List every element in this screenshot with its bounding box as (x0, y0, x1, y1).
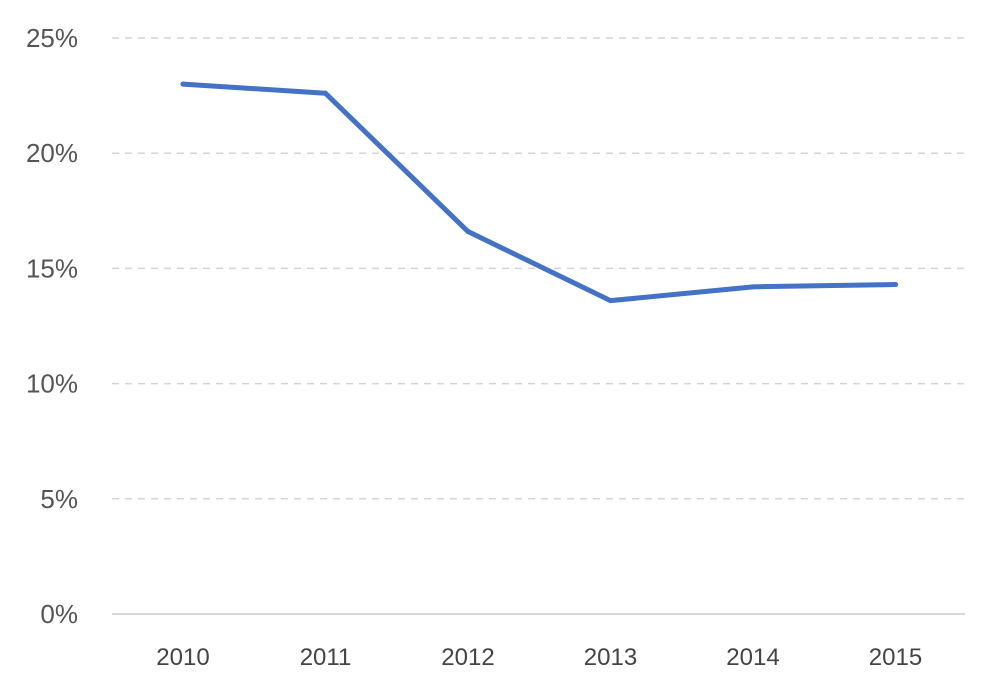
x-tick-label: 2015 (869, 644, 922, 671)
y-tick-label: 0% (40, 599, 78, 629)
y-tick-label: 20% (26, 138, 78, 168)
data-point (180, 81, 186, 87)
data-point (750, 284, 756, 290)
y-axis-tick-labels: 0% 5% 10% 15% 20% 25% (26, 23, 78, 629)
x-tick-label: 2011 (300, 644, 352, 671)
data-point (323, 90, 328, 96)
data-point (465, 229, 471, 235)
series-group (180, 81, 898, 304)
data-point (893, 282, 898, 288)
series-line (180, 81, 898, 304)
x-tick-label: 2010 (156, 644, 209, 671)
x-tick-label: 2013 (584, 644, 637, 671)
y-tick-label: 25% (26, 23, 78, 53)
x-tick-label: 2014 (726, 644, 779, 671)
x-axis-tick-labels: 2010 2011 2012 2013 2014 2015 (156, 644, 922, 671)
x-tick-label: 2012 (441, 644, 494, 671)
y-tick-label: 10% (26, 369, 78, 399)
data-point (608, 298, 613, 304)
y-tick-label: 15% (26, 253, 78, 283)
y-tick-label: 5% (40, 484, 78, 514)
